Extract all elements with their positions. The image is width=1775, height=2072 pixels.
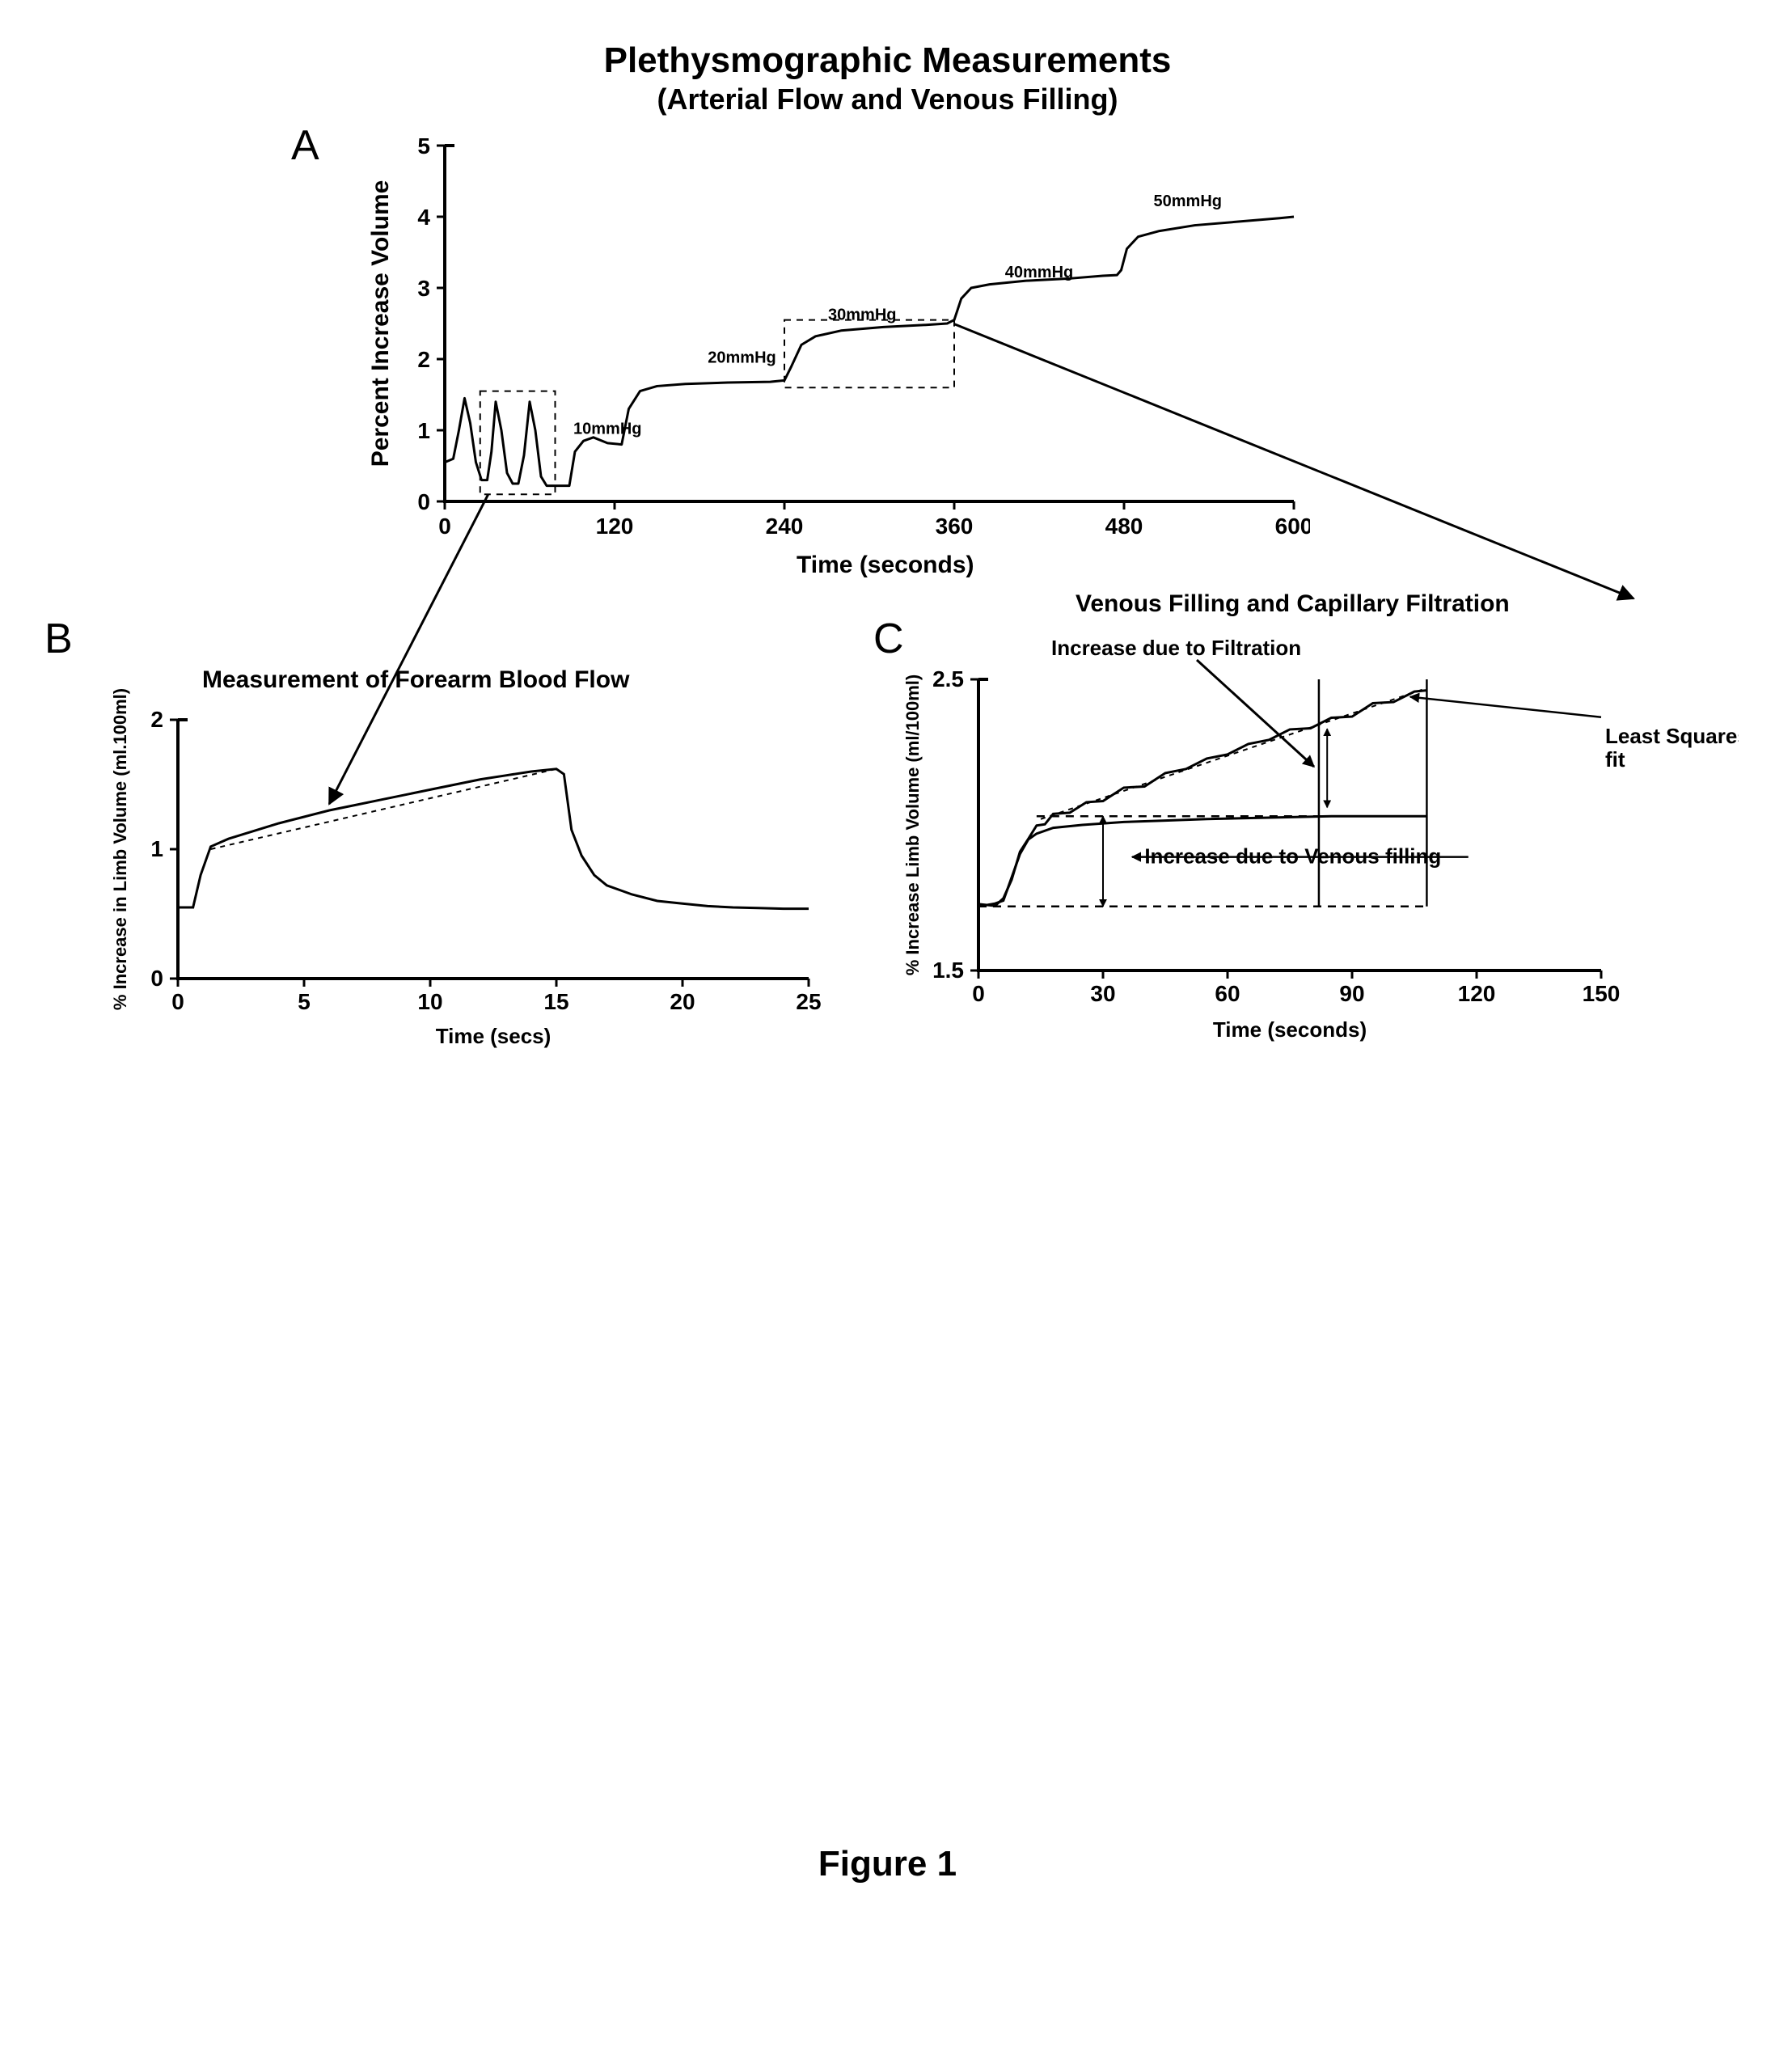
panel-label-a: A [291,121,319,170]
svg-text:0: 0 [150,966,163,991]
svg-text:% Increase Limb Volume (ml/100: % Increase Limb Volume (ml/100ml) [902,674,923,976]
svg-text:120: 120 [596,514,634,539]
svg-text:4: 4 [417,205,430,230]
svg-text:240: 240 [766,514,804,539]
svg-text:120: 120 [1458,981,1496,1006]
svg-text:10mmHg: 10mmHg [573,420,641,438]
svg-text:1.5: 1.5 [932,958,964,983]
svg-text:150: 150 [1583,981,1621,1006]
svg-text:360: 360 [936,514,974,539]
svg-text:10: 10 [417,989,442,1014]
svg-text:Time (seconds): Time (seconds) [1213,1017,1367,1042]
chart-a-svg: 0123450120240360480600Time (seconds)Perc… [356,129,1310,582]
svg-text:2: 2 [150,707,163,732]
svg-text:% Increase in Limb Volume (ml.: % Increase in Limb Volume (ml.100ml) [110,688,130,1010]
svg-text:30: 30 [1090,981,1115,1006]
svg-text:25: 25 [796,989,821,1014]
svg-text:Increase due to Venous filling: Increase due to Venous filling [1144,844,1441,869]
svg-text:5: 5 [417,133,430,159]
chart-c-svg: Venous Filling and Capillary Filtration I… [890,566,1739,1059]
main-title: Plethysmographic Measurements [32,32,1743,81]
svg-text:Time (secs): Time (secs) [436,1024,552,1048]
svg-text:480: 480 [1105,514,1143,539]
svg-text:0: 0 [972,981,985,1006]
svg-text:0: 0 [171,989,184,1014]
svg-text:2.5: 2.5 [932,666,964,691]
svg-text:15: 15 [543,989,568,1014]
svg-text:0: 0 [438,514,451,539]
figure-caption: Figure 1 [32,1844,1743,1884]
svg-text:1: 1 [150,836,163,861]
svg-text:5: 5 [298,989,311,1014]
svg-text:Measurement of Forearm Blood F: Measurement of Forearm Blood Flow [202,666,630,693]
chart-a: 0123450120240360480600Time (seconds)Perc… [356,129,1310,582]
chart-b: Measurement of Forearm Blood Flow0120510… [97,655,825,1059]
svg-text:20mmHg: 20mmHg [708,349,776,366]
subtitle: (Arterial Flow and Venous Filling) [32,82,1743,116]
svg-text:30mmHg: 30mmHg [828,307,896,324]
svg-text:60: 60 [1215,981,1240,1006]
svg-text:0: 0 [417,489,430,514]
panel-label-b: B [44,615,73,663]
svg-text:50mmHg: 50mmHg [1154,192,1222,210]
svg-text:Percent Increase Volume: Percent Increase Volume [367,180,394,467]
svg-text:fit: fit [1605,747,1625,772]
svg-text:Least Squares: Least Squares [1605,724,1739,748]
figure-page: Plethysmographic Measurements (Arterial … [32,32,1743,2040]
svg-text:600: 600 [1275,514,1310,539]
svg-text:40mmHg: 40mmHg [1005,264,1073,281]
svg-text:20: 20 [670,989,695,1014]
svg-text:2: 2 [417,347,430,372]
svg-text:Venous Filling and Capillary F: Venous Filling and Capillary Filtration [1076,590,1510,617]
svg-text:1: 1 [417,418,430,443]
chart-b-svg: Measurement of Forearm Blood Flow0120510… [97,655,825,1059]
svg-text:3: 3 [417,276,430,301]
chart-c: Venous Filling and Capillary Filtration I… [890,566,1739,1059]
svg-text:Increase due to Filtration: Increase due to Filtration [1051,636,1301,660]
svg-text:90: 90 [1339,981,1364,1006]
